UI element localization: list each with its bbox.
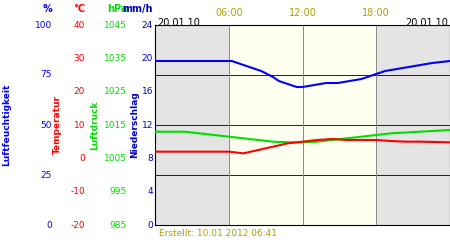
Text: 20: 20 [74, 87, 85, 96]
Text: 1005: 1005 [104, 154, 127, 163]
Text: -20: -20 [70, 220, 85, 230]
Text: mm/h: mm/h [122, 4, 153, 14]
Text: 4: 4 [148, 187, 153, 196]
Text: 100: 100 [35, 20, 52, 30]
Text: 8: 8 [147, 154, 153, 163]
Text: 20.01.10: 20.01.10 [157, 18, 200, 28]
Text: 18:00: 18:00 [362, 8, 390, 18]
Text: 12:00: 12:00 [288, 8, 316, 18]
Text: 1015: 1015 [104, 120, 127, 130]
Text: 1025: 1025 [104, 87, 127, 96]
Text: 1045: 1045 [104, 20, 127, 30]
Text: 12: 12 [142, 120, 153, 130]
Text: 0: 0 [79, 154, 85, 163]
Text: 0: 0 [147, 220, 153, 230]
Text: %: % [42, 4, 52, 14]
Text: 75: 75 [40, 70, 52, 80]
Text: 06:00: 06:00 [215, 8, 243, 18]
Text: 25: 25 [40, 170, 52, 179]
Text: 50: 50 [40, 120, 52, 130]
Text: Niederschlag: Niederschlag [130, 92, 140, 158]
Text: 1035: 1035 [104, 54, 127, 63]
Text: 985: 985 [110, 220, 127, 230]
Text: °C: °C [73, 4, 85, 14]
Text: hPa: hPa [107, 4, 127, 14]
Text: Temperatur: Temperatur [53, 96, 62, 154]
Text: Luftdruck: Luftdruck [90, 100, 99, 150]
Text: 24: 24 [142, 20, 153, 30]
Text: 20.01.10: 20.01.10 [405, 18, 448, 28]
Bar [229, 25, 376, 225]
Text: Luftfeuchtigkeit: Luftfeuchtigkeit [3, 84, 12, 166]
Text: 16: 16 [141, 87, 153, 96]
Text: 20: 20 [142, 54, 153, 63]
Text: -10: -10 [70, 187, 85, 196]
Text: 40: 40 [74, 20, 85, 30]
Text: 0: 0 [46, 220, 52, 230]
Text: 995: 995 [110, 187, 127, 196]
Text: Erstellt: 10.01.2012 06:41: Erstellt: 10.01.2012 06:41 [159, 229, 277, 238]
Text: 10: 10 [73, 120, 85, 130]
Text: 30: 30 [73, 54, 85, 63]
